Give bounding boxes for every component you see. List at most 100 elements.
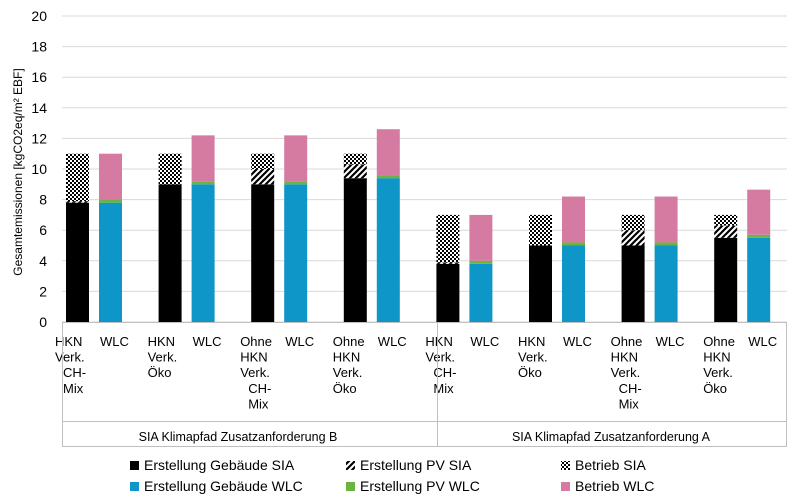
bar-wlc-betrieb [654, 196, 678, 243]
bar-wlc-pv [99, 199, 122, 203]
bar-label: WLC [193, 334, 222, 349]
gridlines [62, 15, 787, 323]
bar-sia-pv [251, 169, 275, 185]
group-label: SIA Klimapfad Zusatzanforderung A [512, 430, 711, 444]
category-label: Mix [619, 396, 640, 411]
category-axis: WLCHKNVerk.CH-MixWLCHKNVerk.ÖkoWLCOhneHK… [55, 322, 787, 447]
y-tick-label: 2 [39, 283, 47, 299]
bar-wlc-pv [376, 175, 400, 179]
category-label: CH- [433, 365, 456, 380]
category-label: Ohne [240, 334, 272, 349]
category-label: HKN [611, 350, 638, 365]
bar-wlc-pv [654, 242, 678, 246]
y-tick-labels: 0 2 4 6 8 10 12 14 16 18 20 [31, 8, 47, 330]
category-label: Verk. [703, 365, 733, 380]
bar-wlc-pv [747, 234, 771, 238]
bars [66, 129, 771, 322]
category-label: HKN [425, 334, 452, 349]
bar-sia-betrieb [621, 214, 645, 231]
bar-wlc-betrieb [191, 135, 215, 182]
legend-label-gebaeude_wlc: Erstellung Gebäude WLC [144, 478, 303, 494]
y-tick-label: 20 [31, 8, 47, 24]
category-label: HKN [333, 350, 360, 365]
bar-sia-gebaeude [66, 202, 89, 322]
group-label: SIA Klimapfad Zusatzanforderung B [139, 430, 338, 444]
bar-wlc-gebaeude [469, 263, 493, 322]
bar-label: WLC [748, 334, 777, 349]
category-label: CH- [619, 381, 642, 396]
legend-swatch-pv_wlc [346, 482, 355, 491]
category-label: Öko [703, 381, 727, 396]
bar-sia-betrieb [66, 153, 89, 202]
bar-wlc-betrieb [562, 196, 585, 243]
bar-label: WLC [470, 334, 499, 349]
bar-wlc-gebaeude [376, 178, 400, 322]
y-tick-label: 8 [39, 192, 47, 208]
y-tick-label: 0 [39, 314, 47, 330]
bar-sia-gebaeude [251, 184, 275, 322]
legend-label-pv_wlc: Erstellung PV WLC [360, 478, 480, 494]
y-axis-label: Gesamtemissionen [kgCO2eq/m² EBF] [11, 68, 25, 275]
bar-sia-betrieb [714, 214, 738, 226]
legend-swatch-gebaeude_wlc [130, 482, 139, 491]
bar-label: WLC [656, 334, 685, 349]
category-label: Verk. [148, 350, 178, 365]
bar-wlc-gebaeude [191, 184, 215, 322]
category-label: Öko [148, 365, 172, 380]
bar-sia-pv [714, 225, 738, 238]
legend-label-betrieb_wlc: Betrieb WLC [575, 478, 654, 494]
bar-sia-betrieb [251, 153, 275, 169]
bar-wlc-gebaeude [99, 202, 122, 322]
category-label: CH- [63, 365, 86, 380]
category-label: Verk. [425, 350, 455, 365]
legend: Erstellung Gebäude SIA Erstellung PV SIA B… [130, 457, 654, 494]
bar-sia-pv [66, 201, 89, 203]
bar-sia-gebaeude [714, 237, 738, 322]
y-tick-label: 10 [31, 161, 47, 177]
category-label: Verk. [333, 365, 363, 380]
bar-sia-pv [621, 230, 645, 246]
bar-wlc-pv [562, 242, 585, 246]
legend-label-pv_sia: Erstellung PV SIA [360, 457, 472, 473]
bar-wlc-gebaeude [562, 245, 585, 322]
category-label: Ohne [333, 334, 365, 349]
category-label: Öko [518, 365, 542, 380]
bar-label: WLC [285, 334, 314, 349]
bar-label: WLC [378, 334, 407, 349]
legend-label-gebaeude_sia: Erstellung Gebäude SIA [144, 457, 295, 473]
legend-swatch-pv_sia [346, 461, 355, 470]
bar-wlc-betrieb [747, 189, 771, 235]
bar-sia-betrieb [529, 214, 552, 246]
bar-wlc-pv [284, 181, 308, 185]
y-tick-label: 14 [31, 100, 47, 116]
bar-wlc-pv [469, 260, 493, 264]
bar-wlc-gebaeude [747, 237, 771, 322]
bar-sia-betrieb [158, 153, 182, 185]
y-tick-label: 4 [39, 253, 47, 269]
y-tick-label: 6 [39, 222, 47, 238]
legend-swatch-gebaeude_sia [130, 461, 139, 470]
category-label: HKN [148, 334, 175, 349]
bar-label: WLC [100, 334, 129, 349]
bar-label: WLC [563, 334, 592, 349]
bar-wlc-gebaeude [284, 184, 308, 322]
y-tick-label: 18 [31, 39, 47, 55]
category-label: Ohne [611, 334, 643, 349]
category-label: HKN [518, 334, 545, 349]
category-label: HKN [703, 350, 730, 365]
bar-sia-betrieb [436, 214, 460, 263]
y-tick-label: 16 [31, 69, 47, 85]
category-label: Öko [333, 381, 357, 396]
bar-wlc-gebaeude [654, 245, 678, 322]
category-label: Mix [433, 381, 454, 396]
bar-wlc-betrieb [99, 153, 122, 200]
legend-label-betrieb_sia: Betrieb SIA [575, 457, 646, 473]
category-label: HKN [55, 334, 82, 349]
category-label: Ohne [703, 334, 735, 349]
bar-sia-gebaeude [158, 184, 182, 322]
legend-swatch-betrieb_wlc [561, 482, 570, 491]
bar-sia-gebaeude [529, 245, 552, 322]
legend-swatch-betrieb_sia [561, 461, 570, 470]
category-label: Verk. [611, 365, 641, 380]
bar-wlc-betrieb [284, 135, 308, 182]
